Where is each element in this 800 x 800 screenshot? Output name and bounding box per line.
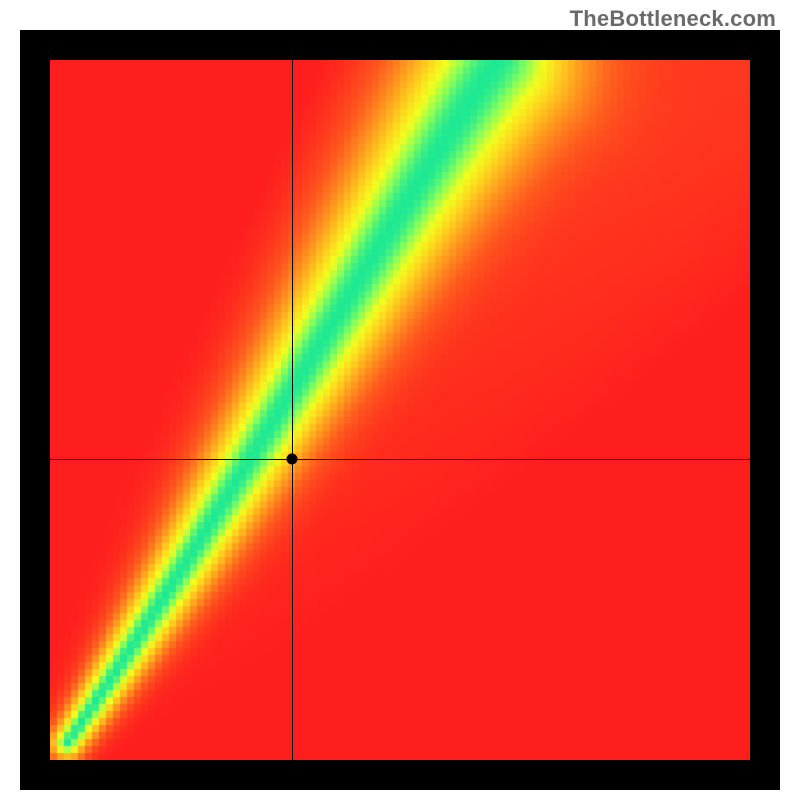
chart-container: TheBottleneck.com: [0, 0, 800, 800]
chart-frame: [20, 30, 780, 790]
heatmap-canvas: [50, 60, 750, 760]
watermark-text: TheBottleneck.com: [570, 6, 776, 32]
